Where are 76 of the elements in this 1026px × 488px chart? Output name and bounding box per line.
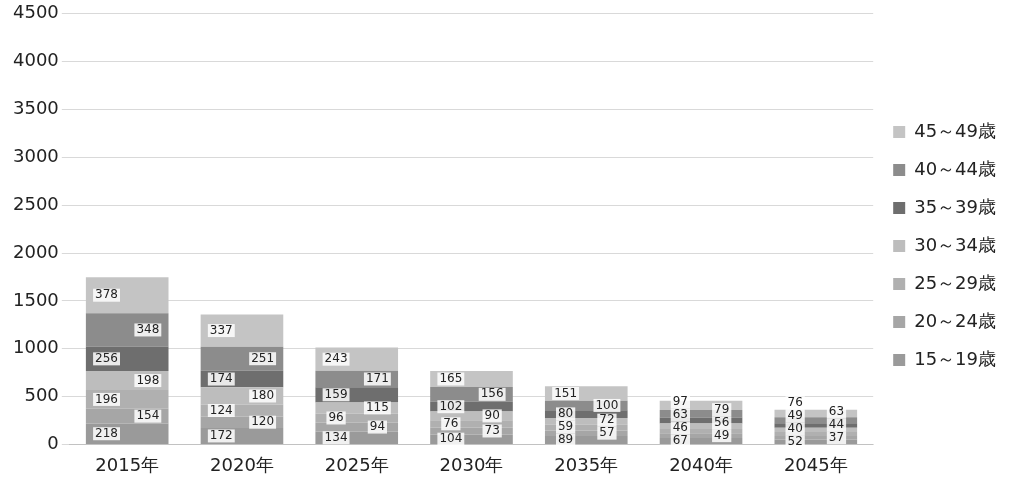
data-label: 67 [672,433,689,448]
data-label: 154 [136,408,160,423]
data-label: 159 [324,386,348,401]
x-tick-label: 2035年 [554,453,619,475]
x-tick-label: 2025年 [324,453,389,475]
data-label: 46 [672,420,689,435]
data-label: 63 [672,407,689,422]
data-label: 134 [324,429,348,444]
data-label: 165 [439,371,463,386]
y-tick-label: 1000 [13,336,59,358]
data-label: 256 [95,350,118,365]
legend-label: 35～39歳 [914,195,996,217]
data-label: 104 [439,431,463,446]
data-label: 73 [484,423,500,438]
data-label: 196 [95,391,118,406]
data-label: 171 [365,371,389,386]
y-tick-label: 2500 [13,192,59,214]
data-label: 348 [136,322,160,337]
bar [85,313,169,347]
data-label: 40 [787,420,803,435]
data-label: 251 [251,350,275,365]
data-label: 90 [484,408,500,423]
data-label: 243 [324,351,348,366]
data-label: 218 [95,425,118,440]
data-label: 115 [365,400,389,415]
legend-label: 25～29歳 [914,271,996,293]
data-label: 44 [828,416,845,431]
data-label: 337 [209,322,233,337]
legend-label: 30～34歳 [914,233,996,255]
data-label: 378 [95,287,118,302]
data-label: 57 [599,425,615,440]
data-label: 56 [714,414,730,429]
legend-label: 15～19歳 [914,347,996,369]
legend-label: 20～24歳 [914,309,996,331]
data-label: 174 [209,371,233,386]
data-label: 172 [209,428,233,443]
data-label: 49 [787,407,803,422]
y-tick-label: 1500 [13,288,59,310]
y-tick-label: 4000 [13,49,59,71]
data-label: 52 [787,433,803,448]
bar [200,314,284,347]
data-label: 37 [828,429,845,444]
x-tick-label: 2015年 [95,453,160,475]
data-label: 151 [554,385,578,400]
y-tick-label: 3500 [13,97,59,119]
legend-label: 40～44歳 [914,157,996,179]
data-label: 49 [714,427,730,442]
x-tick-label: 2040年 [669,453,733,475]
data-label: 79 [714,401,730,416]
x-tick-label: 2020年 [210,453,274,475]
bar [85,277,169,314]
data-label: 120 [251,414,275,429]
data-label: 80 [557,406,574,421]
y-tick-label: 3000 [13,145,59,167]
y-tick-label: 500 [24,384,59,406]
data-label: 76 [787,394,803,409]
data-label: 89 [557,432,574,447]
data-label: 100 [595,397,619,412]
legend-label: 45～49歳 [914,119,996,141]
data-label: 96 [328,410,344,425]
data-label: 63 [828,403,845,418]
x-tick-label: 2045年 [783,453,848,475]
data-label: 180 [251,388,275,403]
y-tick-label: 0 [47,432,59,454]
y-tick-label: 4500 [13,1,59,23]
data-label: 102 [439,398,463,413]
y-tick-label: 2000 [13,240,59,262]
data-label: 59 [557,419,574,434]
data-label: 198 [136,372,160,387]
data-label: 97 [672,394,689,409]
data-label: 72 [599,412,615,427]
data-label: 76 [443,415,459,430]
data-label: 124 [209,402,233,417]
data-label: 156 [480,386,504,401]
x-tick-label: 2030年 [439,453,504,475]
data-label: 94 [369,419,386,434]
